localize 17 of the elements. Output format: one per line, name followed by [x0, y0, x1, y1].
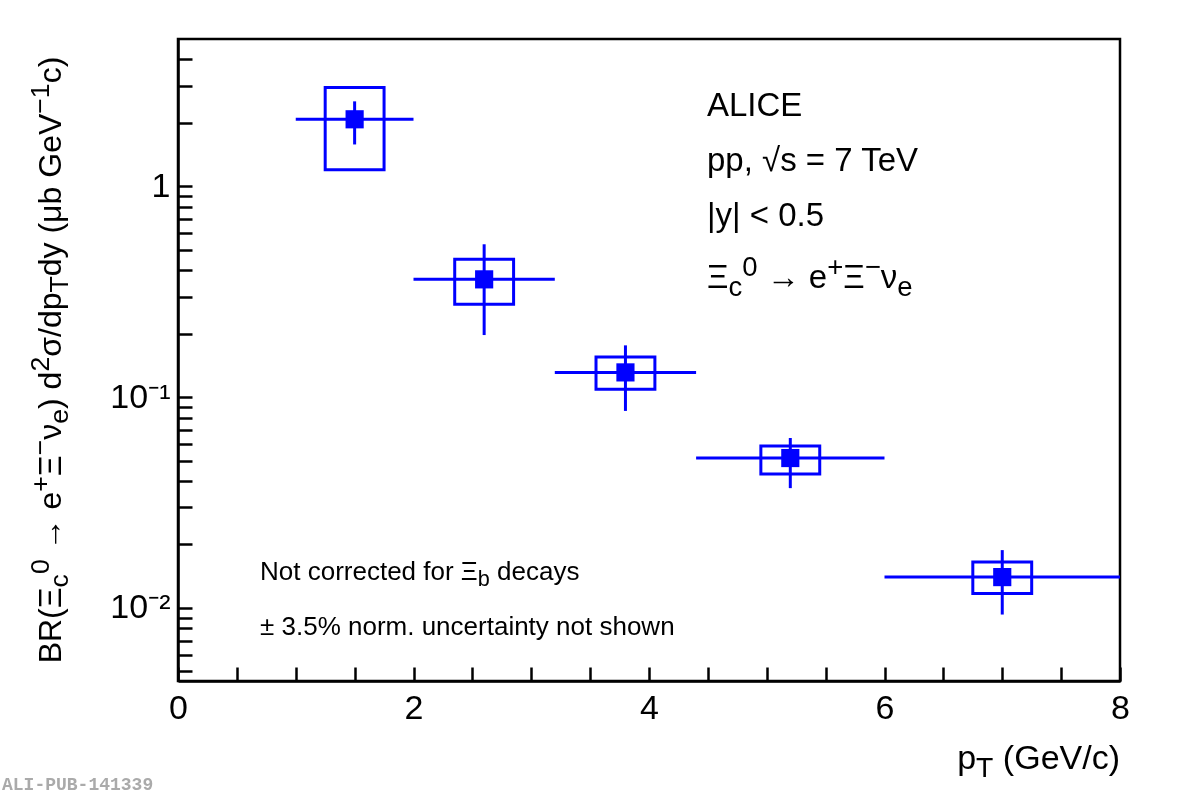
x-tick-label: 2 — [404, 687, 424, 726]
x-tick-label: 8 — [1111, 687, 1130, 726]
x-axis-title: p$_{T}$ (GeV/c) — [957, 738, 1120, 783]
point — [345, 110, 364, 129]
text: Ξ$_{c}$$^{0}$ → e$^{+}$Ξ$^{−}$ν$_{e}$ — [707, 251, 913, 302]
annotation: pp, √s = 7 TeV — [707, 141, 919, 178]
annotation: ALICE — [707, 86, 803, 123]
annotation: |y| < 0.5 — [707, 196, 825, 233]
text: ALI-PUB-141339 — [2, 775, 154, 795]
x-tick-label: 0 — [169, 687, 188, 726]
y-tick-label: 10⁻¹ — [110, 376, 171, 415]
x-tick-label: 4 — [640, 687, 659, 726]
annotation: ± 3.5% norm. uncertainty not shown — [260, 611, 675, 641]
x-tick-label: 6 — [875, 687, 895, 726]
y-tick-label: 1 — [151, 165, 171, 204]
y-tick-label: 10⁻² — [110, 587, 171, 626]
annotation: Not corrected for Ξ$_{b}$ decays — [260, 556, 580, 592]
